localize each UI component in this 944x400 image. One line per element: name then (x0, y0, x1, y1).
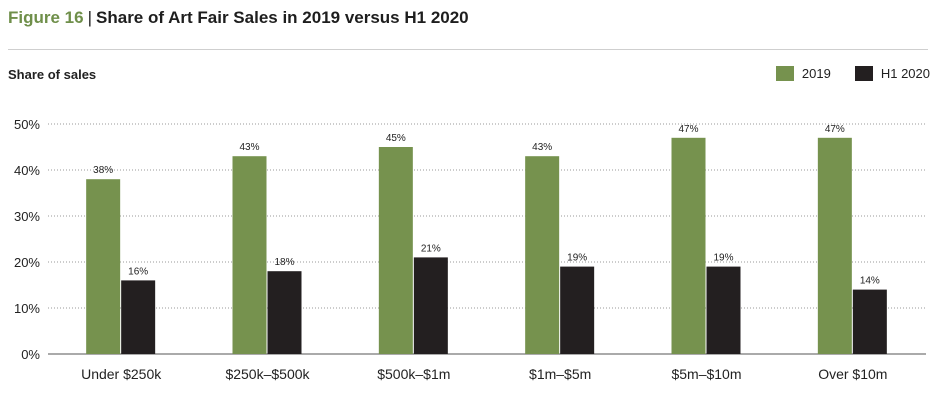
x-tick-label: $5m–$10m (671, 366, 741, 382)
legend: 2019 H1 2020 (762, 66, 930, 81)
figure-number: Figure 16 (8, 8, 84, 27)
data-label: 38% (93, 165, 113, 176)
data-label: 43% (239, 142, 259, 153)
data-label: 47% (825, 124, 845, 135)
legend-label-2019: 2019 (801, 66, 831, 81)
bar (267, 271, 302, 354)
bar (378, 147, 413, 354)
bar (817, 137, 852, 354)
y-tick-label: 10% (14, 301, 40, 316)
data-label: 47% (678, 124, 698, 135)
data-label: 45% (386, 133, 406, 144)
bar (86, 179, 121, 354)
x-tick-label: Under $250k (81, 366, 162, 382)
bar (121, 280, 156, 354)
y-tick-label: 30% (14, 209, 40, 224)
x-tick-label: $500k–$1m (377, 366, 450, 382)
bar (525, 156, 560, 354)
bar (671, 137, 706, 354)
title-divider (8, 49, 928, 50)
legend-label-h1-2020: H1 2020 (880, 66, 930, 81)
data-label: 19% (713, 253, 733, 264)
bar (232, 156, 267, 354)
data-label: 43% (532, 142, 552, 153)
data-label: 21% (421, 243, 441, 254)
data-label: 14% (860, 276, 880, 287)
x-tick-label: Over $10m (818, 366, 887, 382)
data-label: 16% (128, 266, 148, 277)
chart-title: Share of Art Fair Sales in 2019 versus H… (96, 8, 469, 27)
x-tick-label: $1m–$5m (529, 366, 591, 382)
bar (560, 266, 595, 354)
data-label: 19% (567, 253, 587, 264)
data-label: 18% (274, 257, 294, 268)
x-tick-label: $250k–$500k (225, 366, 310, 382)
bar (413, 257, 448, 354)
legend-item-2019: 2019 (775, 66, 831, 81)
bar (706, 266, 741, 354)
y-tick-label: 40% (14, 163, 40, 178)
legend-swatch-2019 (775, 66, 794, 81)
y-tick-label: 50% (14, 117, 40, 132)
y-axis-label: Share of sales (8, 67, 97, 82)
title-separator: | (87, 8, 93, 27)
y-tick-label: 20% (14, 255, 40, 270)
y-tick-label: 0% (21, 347, 40, 362)
legend-item-h1-2020: H1 2020 (854, 66, 930, 81)
bar (852, 289, 887, 354)
figure-title: Figure 16 | Share of Art Fair Sales in 201… (8, 8, 469, 28)
legend-swatch-h1-2020 (854, 66, 873, 81)
